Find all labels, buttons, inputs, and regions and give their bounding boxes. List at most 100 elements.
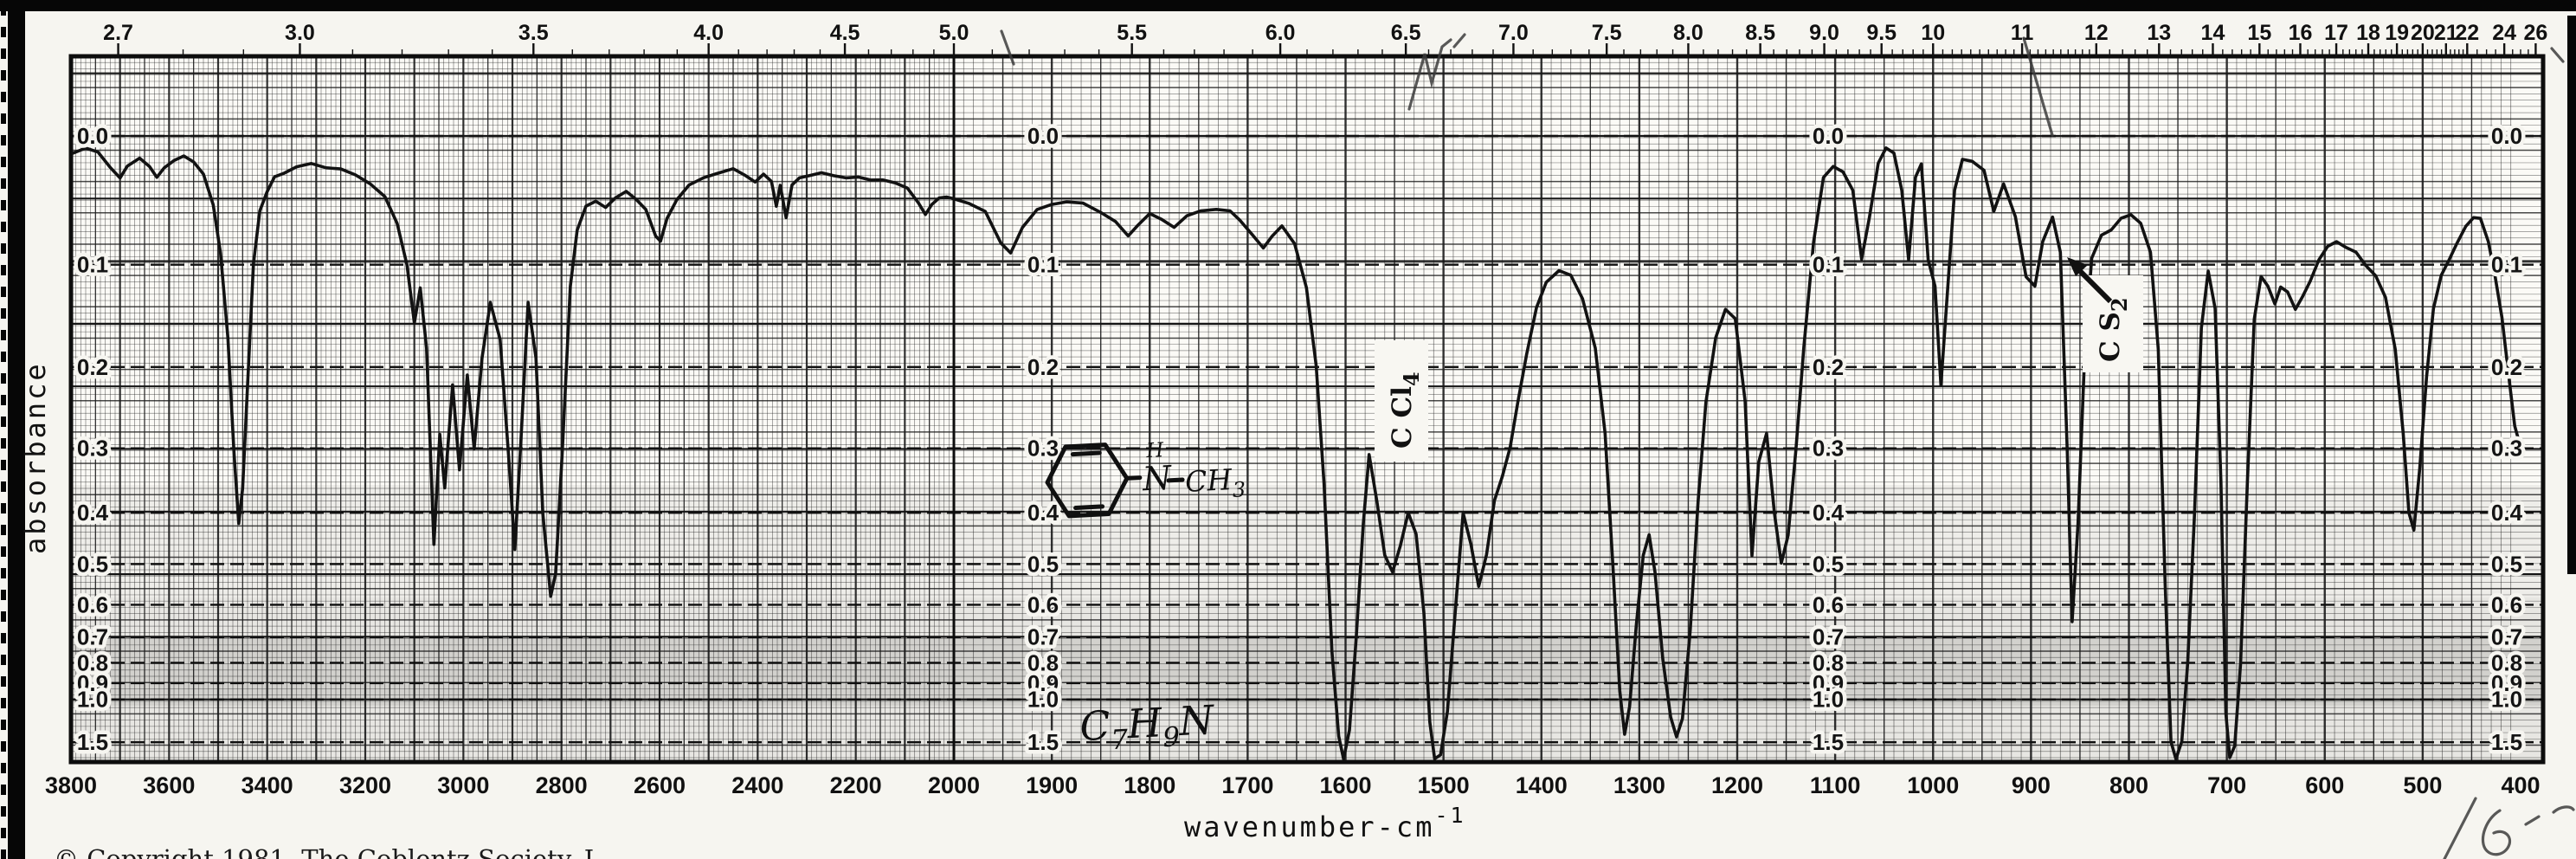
wavenumber-tick-label: 3800 [45, 772, 97, 798]
absorbance-tick-label: 0.7 [2491, 624, 2522, 650]
absorbance-tick-label: 0.1 [1027, 252, 1059, 278]
sprocket-dash [1, 417, 6, 427]
wavenumber-tick-label: 1500 [1418, 772, 1470, 798]
sprocket-dash [1, 741, 6, 752]
sprocket-dash [1, 373, 6, 384]
absorbance-tick-label: 0.5 [2491, 551, 2522, 577]
sprocket-dash [1, 200, 6, 210]
ring-to-n-bond [1124, 475, 1143, 481]
sprocket-dash [1, 590, 6, 600]
absorbance-tick-label: 0.3 [1813, 436, 1844, 462]
handwritten-structure: N H CH3 [1045, 439, 1246, 519]
absorbance-tick-label: 0.6 [1027, 591, 1059, 617]
wavelength-tick-label: 24 [2492, 21, 2516, 45]
sprocket-dash [1, 460, 6, 470]
sprocket-dash [1, 330, 6, 340]
wavelength-tick-label: 2.7 [103, 21, 133, 45]
absorbance-tick-label: 0.3 [77, 436, 108, 462]
solvent-label-ccl4: C Cl4 [1375, 340, 1428, 462]
wavelength-tick-label: 9.5 [1866, 21, 1897, 45]
wavelength-tick-label: 22 [2455, 21, 2479, 45]
absorbance-tick-label: 0.6 [2491, 591, 2522, 617]
absorbance-tick-label: 0.2 [77, 354, 108, 380]
wavelength-tick-label: 5.0 [939, 21, 969, 45]
wavelength-tick-label: 15 [2247, 21, 2271, 45]
wavenumber-tick-label: 1600 [1319, 772, 1371, 798]
formula-n: N [1177, 696, 1217, 745]
absorbance-tick-label: 0.5 [1027, 551, 1059, 577]
absorbance-tick-label: 0.4 [1027, 500, 1059, 526]
ring-double-bond-top [1070, 450, 1102, 457]
wavenumber-tick-label: 1900 [1026, 772, 1078, 798]
wavenumber-tick-label: 1000 [1907, 772, 1959, 798]
grid-layer [68, 54, 2546, 765]
cs2-subscript: 2 [2107, 297, 2132, 312]
sprocket-dash [1, 178, 6, 189]
ccl4-main: C Cl [1387, 386, 1418, 449]
handwritten-squiggle-top [1407, 33, 1466, 111]
sprocket-dash [1, 849, 6, 859]
wavelength-tick-label: 7.0 [1498, 21, 1529, 45]
sprocket-dash [1, 763, 6, 773]
absorbance-tick-label: 0.8 [77, 649, 108, 675]
absorbance-tick-label: 0.0 [1027, 123, 1059, 149]
scribble-dashes-bottom-right [2524, 805, 2575, 826]
absorbance-tick-label: 1.0 [1027, 687, 1059, 713]
sprocket-dash [1, 481, 6, 492]
absorbance-tick-label: 1.5 [2491, 729, 2522, 755]
structure-methyl-label: CH3 [1184, 462, 1246, 505]
scribble-six-bottom-right [2481, 809, 2512, 856]
sprocket-dash [1, 308, 6, 319]
scribble-slash-bottom-right [2443, 797, 2477, 859]
absorbance-tick-label: 0.5 [1813, 551, 1844, 577]
cs2-arrow-icon [2067, 257, 2113, 304]
wavenumber-bottom-axis: 3800 3600 3400 3200 3000 2800 2600 2400 2200 2000… [45, 772, 2541, 798]
absorbance-tick-label: 0.8 [1813, 649, 1844, 675]
solvent-label-ccl4-box [1375, 340, 1428, 462]
copyright-line: © Copyright 1981, The Coblentz Society, … [54, 844, 594, 859]
absorbance-tick-label: 0.9 [1027, 670, 1059, 696]
absorbance-tick-label: 1.5 [1027, 729, 1059, 755]
wavelength-tick-label: 16 [2289, 21, 2313, 45]
wavenumber-tick-label: 3400 [242, 772, 293, 798]
absorbance-tick-label: 0.4 [2491, 500, 2523, 526]
sprocket-dash [1, 828, 6, 838]
spectrum-curve-layer [72, 146, 2522, 761]
absorbance-tick-label: 0.2 [2491, 354, 2522, 380]
absorbance-tick-label: 0.9 [2491, 670, 2522, 696]
absorbance-tick-label: 0.2 [1813, 354, 1844, 380]
right-black-border [2567, 16, 2576, 574]
absorbance-tick-label: 0.9 [77, 670, 108, 696]
sprocket-dash [1, 698, 6, 708]
wavenumber-tick-label: 2200 [830, 772, 882, 798]
sprocket-dash [1, 92, 6, 102]
absorbance-tick-label: 0.0 [2491, 123, 2522, 149]
slash-top-11um [2022, 36, 2054, 137]
absorbance-tick-label: 0.5 [77, 551, 108, 577]
scan-shade-band [71, 638, 2543, 706]
ring-double-bond-bottom [1073, 504, 1105, 511]
wavelength-tick-label: 3.5 [518, 21, 549, 45]
top-black-border [0, 0, 2576, 11]
x-axis-title-superscript: -1 [1434, 803, 1465, 828]
solvent-label-cs2-box [2083, 275, 2143, 372]
wavenumber-tick-label: 900 [2012, 772, 2051, 798]
wavenumber-tick-label: 1400 [1516, 772, 1568, 798]
absorbance-tick-label: 0.2 [1027, 354, 1059, 380]
methyl-subscript: 3 [1232, 477, 1246, 502]
wavelength-tick-label: 6.0 [1265, 21, 1296, 45]
sprocket-dash [1, 265, 6, 275]
sprocket-dash [1, 568, 6, 578]
wavelength-tick-label: 20 [2411, 21, 2435, 45]
wavenumber-tick-label: 1200 [1711, 772, 1763, 798]
x-axis-title-main: wavenumber-cm [1184, 811, 1434, 843]
sprocket-dash [1, 243, 6, 254]
sprocket-dash [1, 611, 6, 622]
sprocket-dash [1, 395, 6, 405]
sprocket-dash [1, 785, 6, 795]
sprocket-dash [1, 806, 6, 817]
wavenumber-tick-label: 3000 [437, 772, 489, 798]
absorbance-scale-numbers: 0.00.10.20.30.40.50.60.70.80.91.01.50.00… [73, 119, 2527, 759]
absorbance-tick-label: 0.7 [1813, 624, 1844, 650]
scan-shade-band [71, 485, 2543, 597]
